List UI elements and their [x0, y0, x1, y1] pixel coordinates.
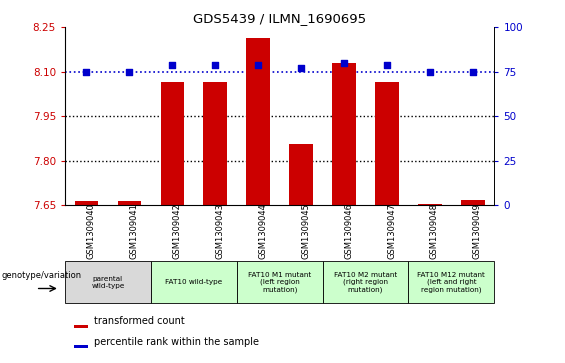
Point	[383, 62, 392, 68]
Text: FAT10 M12 mutant
(left and right
region mutation): FAT10 M12 mutant (left and right region …	[418, 272, 485, 293]
Bar	[246, 38, 270, 205]
Bar	[418, 204, 442, 205]
Text: GSM1309041: GSM1309041	[129, 203, 138, 259]
Point	[168, 62, 177, 68]
Text: GSM1309049: GSM1309049	[473, 203, 482, 259]
Bar	[118, 201, 141, 205]
Point	[468, 69, 477, 74]
Bar	[237, 261, 323, 303]
Text: GSM1309047: GSM1309047	[387, 203, 396, 259]
Text: GSM1309042: GSM1309042	[172, 203, 181, 259]
Point	[82, 69, 91, 74]
Bar	[332, 63, 356, 205]
Bar	[75, 201, 98, 205]
Bar	[73, 325, 88, 328]
Bar	[408, 261, 494, 303]
Bar	[151, 261, 237, 303]
Title: GDS5439 / ILMN_1690695: GDS5439 / ILMN_1690695	[193, 12, 366, 25]
Bar	[73, 345, 88, 348]
Text: parental
wild-type: parental wild-type	[91, 276, 125, 289]
Bar	[375, 82, 399, 205]
Point	[425, 69, 434, 74]
Bar	[461, 200, 485, 205]
Bar	[203, 82, 227, 205]
Text: genotype/variation: genotype/variation	[1, 270, 81, 280]
Bar	[65, 261, 151, 303]
Point	[340, 60, 349, 66]
Text: FAT10 M2 mutant
(right region
mutation): FAT10 M2 mutant (right region mutation)	[334, 272, 397, 293]
Text: FAT10 M1 mutant
(left region
mutation): FAT10 M1 mutant (left region mutation)	[248, 272, 311, 293]
Point	[211, 62, 220, 68]
Text: GSM1309048: GSM1309048	[430, 203, 439, 259]
Text: percentile rank within the sample: percentile rank within the sample	[94, 337, 259, 347]
Text: GSM1309040: GSM1309040	[86, 203, 95, 259]
Text: GSM1309046: GSM1309046	[344, 203, 353, 259]
Bar	[323, 261, 408, 303]
Text: FAT10 wild-type: FAT10 wild-type	[165, 279, 223, 285]
Text: transformed count: transformed count	[94, 316, 185, 326]
Text: GSM1309043: GSM1309043	[215, 203, 224, 259]
Bar	[160, 82, 184, 205]
Bar	[289, 144, 313, 205]
Text: GSM1309045: GSM1309045	[301, 203, 310, 259]
Point	[254, 62, 263, 68]
Point	[297, 65, 306, 71]
Point	[125, 69, 134, 74]
Text: GSM1309044: GSM1309044	[258, 203, 267, 259]
